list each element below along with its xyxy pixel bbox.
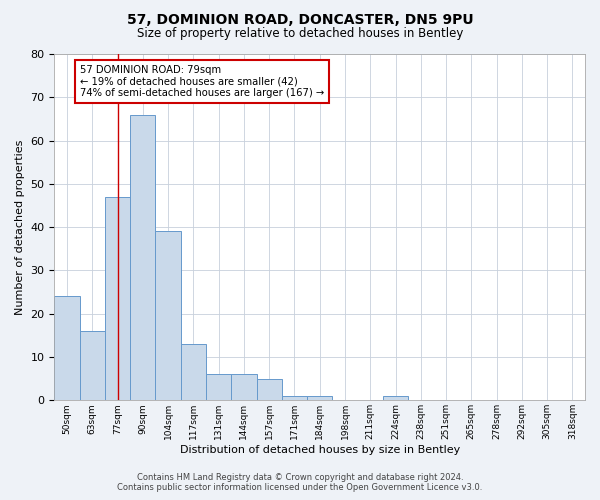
X-axis label: Distribution of detached houses by size in Bentley: Distribution of detached houses by size … bbox=[179, 445, 460, 455]
Bar bbox=[80, 331, 105, 400]
Text: Contains HM Land Registry data © Crown copyright and database right 2024.
Contai: Contains HM Land Registry data © Crown c… bbox=[118, 473, 482, 492]
Bar bbox=[55, 296, 80, 401]
Text: 57, DOMINION ROAD, DONCASTER, DN5 9PU: 57, DOMINION ROAD, DONCASTER, DN5 9PU bbox=[127, 12, 473, 26]
Bar bbox=[282, 396, 307, 400]
Bar bbox=[206, 374, 231, 400]
Bar bbox=[105, 197, 130, 400]
Y-axis label: Number of detached properties: Number of detached properties bbox=[15, 140, 25, 315]
Text: Size of property relative to detached houses in Bentley: Size of property relative to detached ho… bbox=[137, 28, 463, 40]
Bar bbox=[307, 396, 332, 400]
Text: 57 DOMINION ROAD: 79sqm
← 19% of detached houses are smaller (42)
74% of semi-de: 57 DOMINION ROAD: 79sqm ← 19% of detache… bbox=[80, 65, 324, 98]
Bar bbox=[130, 114, 155, 401]
Bar bbox=[257, 378, 282, 400]
Bar bbox=[231, 374, 257, 400]
Bar bbox=[155, 232, 181, 400]
Bar bbox=[181, 344, 206, 401]
Bar bbox=[383, 396, 408, 400]
